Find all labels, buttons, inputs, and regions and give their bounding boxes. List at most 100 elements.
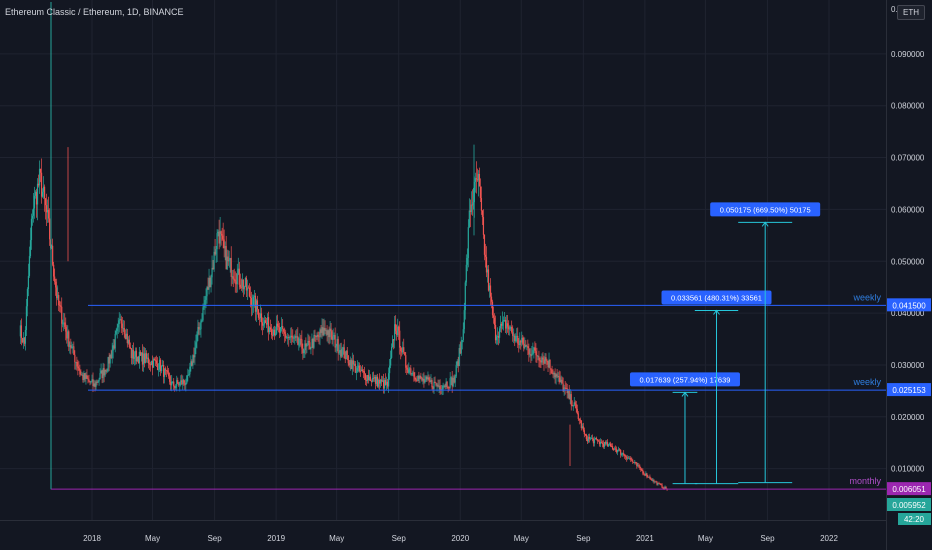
candle-body (523, 343, 525, 349)
candle-body (617, 449, 619, 453)
candle-body (347, 355, 349, 364)
candle-body (593, 439, 596, 444)
level-lines[interactable]: weekly 0.041500 weekly 0.025153 monthly 0.006… (51, 292, 931, 496)
candle-body (336, 338, 338, 347)
candle-body (249, 296, 251, 298)
candle-body (420, 375, 422, 378)
time-axis[interactable]: 2018 May Sep 2019 May Sep 2020 May Sep 2021 May Sep… (83, 534, 838, 543)
candle-body (656, 481, 658, 485)
candle-body (337, 338, 339, 354)
candle-body (579, 419, 581, 421)
candle-body (506, 323, 508, 329)
candle-body (177, 380, 179, 384)
candle-body (79, 370, 81, 375)
candle-body (123, 327, 125, 335)
candle-body (663, 487, 665, 489)
candle-body (578, 418, 580, 420)
measure-tool[interactable]: 0.050175 (669.50%) 50175 (710, 202, 821, 484)
candle-body (535, 351, 537, 356)
measure-label: 0.033561 (480.31%) 33561 (671, 294, 762, 303)
candle-body (145, 353, 148, 359)
candle-body (615, 448, 617, 450)
candle-body (33, 195, 36, 209)
candle-body (536, 355, 538, 357)
candle-body (318, 336, 320, 338)
candle-body (454, 376, 456, 383)
price-tick-label: 0.050000 (891, 257, 925, 266)
candle-body (546, 360, 548, 362)
candle-body (61, 306, 63, 324)
candle-body (652, 479, 654, 481)
candle-body (655, 481, 657, 483)
candle-body (521, 337, 523, 343)
candle-body (635, 461, 637, 463)
candle-body (632, 460, 634, 463)
candle-body (461, 340, 463, 343)
candle-body (124, 334, 126, 340)
candle-body (464, 282, 466, 311)
currency-button[interactable]: ETH (897, 5, 925, 20)
candle-body (526, 346, 528, 348)
candle-body (151, 360, 154, 368)
candle-body (458, 348, 460, 367)
candle-body (388, 373, 390, 387)
candle-body (112, 345, 114, 351)
candle-body (570, 394, 572, 406)
candle-body (311, 338, 313, 348)
candle-body (422, 378, 424, 381)
candle-body (214, 251, 216, 255)
candle-body (661, 484, 663, 488)
candle-body (654, 481, 656, 483)
candle-body (100, 370, 102, 374)
candle-body (197, 327, 199, 335)
measure-tool[interactable]: 0.017639 (257.94%) 17639 (629, 372, 740, 485)
candle-body (491, 301, 494, 316)
candle-body (608, 443, 611, 445)
candle-body (241, 279, 243, 288)
candle-body (314, 335, 316, 336)
candle-body (425, 376, 427, 381)
candle-body (19, 325, 21, 337)
candle-body (307, 341, 309, 346)
candle-body (201, 320, 203, 322)
candle-body (218, 231, 220, 244)
candle-body (351, 360, 353, 370)
candle-body (136, 356, 139, 362)
candle-body (57, 295, 59, 299)
candle-body (77, 366, 79, 369)
candle-body (439, 385, 441, 390)
measure-tool[interactable]: 0.033561 (480.31%) 33561 (661, 290, 772, 485)
candle-body (516, 335, 518, 337)
candle-body (323, 327, 325, 336)
candle-body (31, 215, 34, 219)
candle-body (49, 218, 51, 240)
candle-body (653, 479, 655, 482)
candle-body (558, 375, 560, 378)
candle-body (86, 375, 88, 379)
candle-body (626, 456, 628, 459)
candle-body (62, 323, 64, 325)
candle-body (447, 387, 449, 388)
candle-body (259, 313, 262, 319)
candle-body (405, 355, 407, 368)
candle-body (328, 330, 330, 338)
candle-body (427, 377, 429, 380)
candle-body (450, 377, 452, 379)
candle-body (378, 379, 381, 384)
candle-body (434, 381, 436, 383)
candle-body (66, 331, 68, 339)
candle-body (138, 351, 141, 364)
candle-body (484, 254, 487, 257)
candle-body (580, 420, 582, 429)
candle-body (127, 339, 129, 344)
candle-body (469, 210, 471, 213)
candle-body (556, 374, 558, 377)
chart-title: Ethereum Classic / Ethereum, 1D, BINANCE (5, 7, 184, 17)
measurements[interactable]: 0.017639 (257.94%) 17639 0.033561 (480.31… (629, 202, 821, 485)
candle-body (417, 375, 419, 382)
candle-body (25, 306, 28, 330)
candle-body (618, 449, 620, 451)
candle-body (614, 448, 616, 450)
candle-body (537, 356, 539, 358)
